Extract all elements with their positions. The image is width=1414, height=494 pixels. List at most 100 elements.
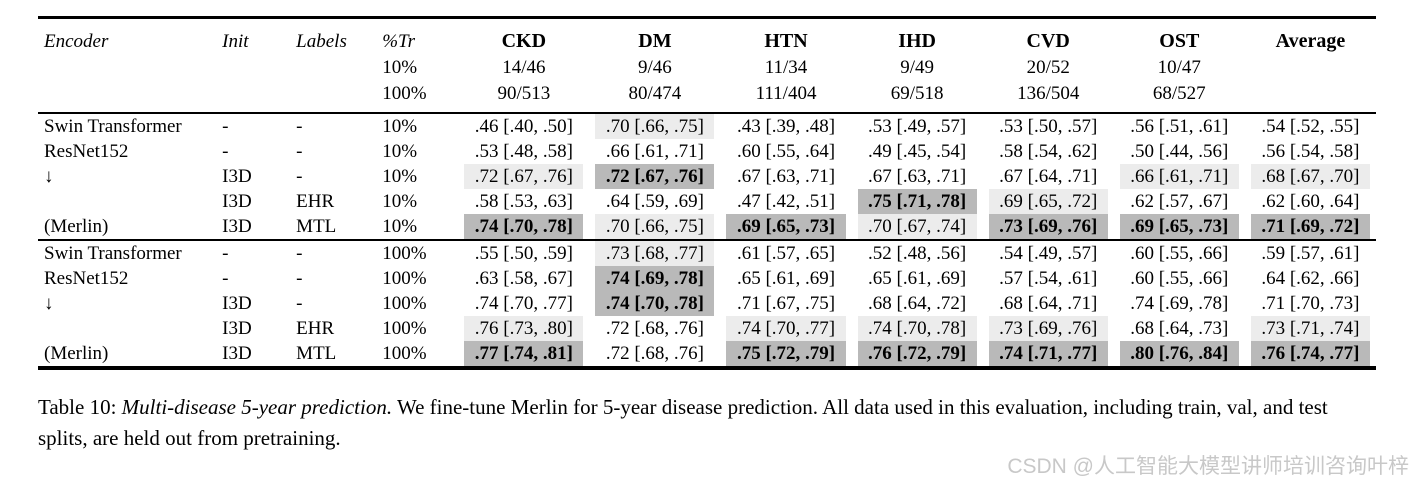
empty-cell bbox=[38, 81, 216, 113]
col-header-labels: Labels bbox=[296, 31, 347, 52]
row-ptr: 100% bbox=[382, 293, 427, 314]
table-row: I3D EHR 10% .58 [.53, .63] .64 [.59, .69] .47… bbox=[38, 189, 1376, 214]
row-encoder bbox=[38, 316, 216, 341]
auc-cell: .73 [.69, .76] bbox=[983, 214, 1114, 240]
auc-cell: .72 [.67, .76] bbox=[458, 164, 589, 189]
auc-cell: .69 [.65, .73] bbox=[1114, 214, 1245, 240]
row-ptr: 10% bbox=[382, 141, 418, 162]
auc-cell: .64 [.62, .66] bbox=[1261, 268, 1360, 289]
auc-cell: .67 [.64, .71] bbox=[999, 166, 1098, 187]
auc-cell: .55 [.50, .59] bbox=[474, 243, 573, 264]
ptr-10-label: 10% bbox=[382, 57, 418, 78]
table-caption: Table 10: Multi-disease 5-year predictio… bbox=[38, 392, 1376, 454]
row-labels: EHR bbox=[296, 318, 335, 339]
empty-cell bbox=[290, 55, 376, 81]
row-labels: - bbox=[296, 116, 303, 137]
auc-cell: .47 [.42, .51] bbox=[736, 191, 836, 212]
col-header-average: Average bbox=[1275, 30, 1346, 52]
block-100pct: Swin Transformer - - 100% .55 [.50, .59] .73 … bbox=[38, 240, 1376, 366]
caption-title: Multi-disease 5-year prediction. bbox=[121, 395, 393, 419]
auc-cell: .73 [.69, .76] bbox=[983, 316, 1114, 341]
col-header-htn: HTN bbox=[764, 30, 808, 52]
auc-cell: .72 [.68, .76] bbox=[605, 343, 704, 364]
auc-cell: .58 [.54, .62] bbox=[999, 141, 1098, 162]
row-ptr: 100% bbox=[382, 268, 427, 289]
auc-cell: .50 [.44, .56] bbox=[1130, 141, 1229, 162]
row-init: - bbox=[222, 268, 229, 289]
auc-cell: .58 [.53, .63] bbox=[474, 191, 573, 212]
table-row: I3D EHR 100% .76 [.73, .80] .72 [.68, .76] .7… bbox=[38, 316, 1376, 341]
auc-cell: .60 [.55, .64] bbox=[736, 141, 836, 162]
auc-cell: .75 [.72, .79] bbox=[720, 341, 851, 366]
auc-cell: .74 [.70, .78] bbox=[589, 291, 720, 316]
row-init: - bbox=[222, 141, 229, 162]
auc-cell: .54 [.49, .57] bbox=[999, 243, 1098, 264]
counts-10-ckd: 14/46 bbox=[502, 57, 546, 78]
counts-100-htn: 111/404 bbox=[755, 83, 817, 104]
row-labels: MTL bbox=[296, 216, 337, 237]
row-init: I3D bbox=[222, 216, 252, 237]
auc-cell: .74 [.70, .78] bbox=[852, 316, 983, 341]
auc-cell: .70 [.67, .74] bbox=[852, 214, 983, 240]
table-row: Swin Transformer - - 100% .55 [.50, .59] .73 … bbox=[38, 240, 1376, 266]
auc-cell: .77 [.74, .81] bbox=[458, 341, 589, 366]
row-init: I3D bbox=[222, 191, 252, 212]
table-row: (Merlin) I3D MTL 10% .74 [.70, .78] .70 [.66,… bbox=[38, 214, 1376, 240]
auc-cell: .68 [.64, .72] bbox=[868, 293, 967, 314]
auc-cell: .62 [.57, .67] bbox=[1130, 191, 1229, 212]
header-row-counts-10: 10% 14/46 9/46 11/34 9/49 20/52 10/47 bbox=[38, 55, 1376, 81]
table-row: (Merlin) I3D MTL 100% .77 [.74, .81] .72 [.68… bbox=[38, 341, 1376, 366]
auc-cell: .54 [.52, .55] bbox=[1261, 116, 1360, 137]
col-header-ckd: CKD bbox=[501, 30, 547, 52]
auc-cell: .74 [.71, .77] bbox=[983, 341, 1114, 366]
auc-cell: .53 [.49, .57] bbox=[868, 116, 967, 137]
page: Encoder Init Labels %Tr CKD DM HTN IHD C… bbox=[38, 16, 1409, 478]
auc-cell: .60 [.55, .66] bbox=[1130, 243, 1229, 264]
col-header-init: Init bbox=[222, 31, 249, 52]
row-init: I3D bbox=[222, 166, 252, 187]
auc-cell: .71 [.67, .75] bbox=[736, 293, 836, 314]
auc-cell: .59 [.57, .61] bbox=[1261, 243, 1360, 264]
counts-100-ckd: 90/513 bbox=[497, 83, 551, 104]
table-row: ↓ I3D - 100% .74 [.70, .77] .74 [.70, .78] .71… bbox=[38, 291, 1376, 316]
col-header-dm: DM bbox=[638, 30, 672, 52]
auc-cell: .74 [.69, .78] bbox=[1130, 293, 1229, 314]
row-labels: - bbox=[296, 166, 303, 187]
auc-cell: .73 [.71, .74] bbox=[1245, 316, 1376, 341]
row-labels: - bbox=[296, 141, 303, 162]
auc-cell: .74 [.70, .77] bbox=[720, 316, 851, 341]
caption-body: We fine-tune Merlin for 5-year disease p… bbox=[38, 395, 1328, 450]
counts-100-dm: 80/474 bbox=[628, 83, 682, 104]
caption-prefix: Table 10: bbox=[38, 395, 122, 419]
row-init: - bbox=[222, 116, 229, 137]
row-encoder: Swin Transformer bbox=[44, 116, 182, 137]
row-init: I3D bbox=[222, 343, 252, 364]
auc-cell: .80 [.76, .84] bbox=[1114, 341, 1245, 366]
auc-cell: .71 [.69, .72] bbox=[1245, 214, 1376, 240]
auc-cell: .49 [.45, .54] bbox=[868, 141, 967, 162]
col-header-ost: OST bbox=[1159, 30, 1200, 52]
auc-cell: .60 [.55, .66] bbox=[1130, 268, 1229, 289]
auc-cell: .63 [.58, .67] bbox=[474, 268, 573, 289]
row-ptr: 10% bbox=[382, 216, 418, 237]
counts-10-cvd: 20/52 bbox=[1026, 57, 1070, 78]
auc-cell: .75 [.71, .78] bbox=[852, 189, 983, 214]
col-header-encoder: Encoder bbox=[44, 31, 109, 52]
row-labels: - bbox=[296, 293, 303, 314]
ptr-100-label: 100% bbox=[382, 83, 427, 104]
auc-cell: .69 [.65, .73] bbox=[720, 214, 851, 240]
row-encoder: (Merlin) bbox=[44, 343, 109, 364]
auc-cell: .67 [.63, .71] bbox=[736, 166, 836, 187]
auc-cell: .66 [.61, .71] bbox=[1114, 164, 1245, 189]
row-ptr: 100% bbox=[382, 343, 427, 364]
block-10pct: Swin Transformer - - 10% .46 [.40, .50] .70 [… bbox=[38, 113, 1376, 240]
table-row: Swin Transformer - - 10% .46 [.40, .50] .70 [… bbox=[38, 113, 1376, 139]
counts-10-dm: 9/46 bbox=[638, 57, 672, 78]
row-encoder: Swin Transformer bbox=[44, 243, 182, 264]
auc-cell: .65 [.61, .69] bbox=[868, 268, 967, 289]
auc-cell: .43 [.39, .48] bbox=[736, 116, 836, 137]
row-ptr: 10% bbox=[382, 116, 418, 137]
row-ptr: 10% bbox=[382, 191, 418, 212]
auc-cell: .72 [.68, .76] bbox=[605, 318, 704, 339]
auc-cell: .69 [.65, .72] bbox=[983, 189, 1114, 214]
